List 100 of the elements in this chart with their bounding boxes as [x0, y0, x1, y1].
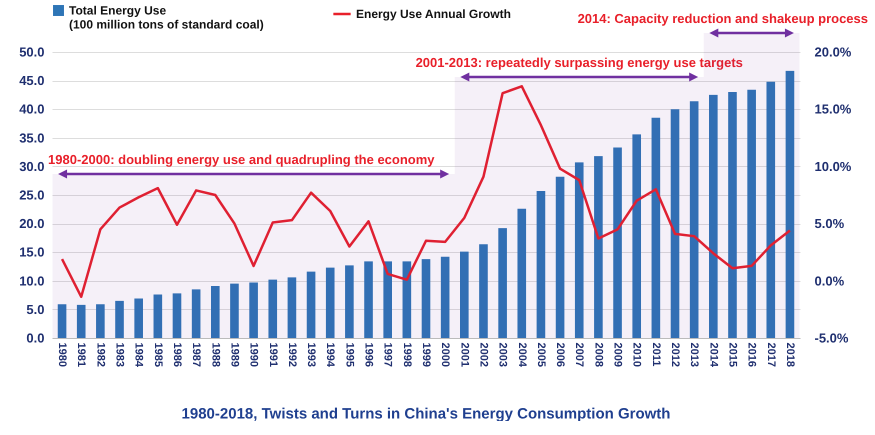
y2-tick-label: 5.0%: [814, 216, 845, 232]
x-tick-label: 1988: [209, 342, 222, 367]
y-tick-label: 0.0: [26, 330, 44, 346]
bar: [460, 252, 469, 338]
bar: [115, 300, 124, 338]
bar: [574, 162, 584, 338]
x-tick-label: 1983: [114, 342, 126, 367]
bar: [690, 101, 698, 338]
x-tick-label: 1996: [362, 342, 375, 367]
bar: [479, 244, 488, 338]
y-tick-label: 25.0: [19, 188, 44, 202]
x-tick-label: 2000: [439, 342, 452, 367]
bar: [345, 265, 354, 338]
bar: [192, 289, 200, 338]
bar: [556, 176, 564, 338]
x-tick-label: 1993: [305, 342, 318, 367]
x-tick-label: 1990: [248, 342, 260, 367]
x-tick-label: 2012: [669, 342, 682, 367]
bar: [326, 268, 335, 338]
y2-tick-label: 0.0%: [814, 273, 845, 288]
bar: [154, 294, 162, 338]
x-tick-label: 1989: [228, 342, 240, 367]
x-tick-label: 1999: [420, 342, 432, 367]
bar: [594, 156, 603, 338]
bar: [498, 228, 507, 338]
x-tick-label: 1986: [170, 342, 183, 367]
bar: [422, 259, 430, 338]
y-tick-label: 45.0: [19, 73, 44, 88]
x-tick-label: 2004: [516, 342, 528, 368]
x-tick-label: 2010: [630, 342, 643, 367]
bar: [536, 190, 546, 338]
x-tick-label: 2007: [573, 342, 586, 367]
y-tick-label: 35.0: [19, 130, 44, 146]
y-tick-label: 30.0: [19, 158, 44, 174]
x-tick-label: 1995: [343, 342, 356, 367]
legend-label: Total Energy Use (100 million tons of standard coal): [69, 4, 264, 32]
x-tick-label: 1980: [56, 342, 68, 367]
bar: [613, 148, 622, 338]
y2-tick-label: 10.0%: [814, 158, 852, 174]
bar: [288, 277, 296, 338]
bar: [709, 94, 718, 338]
y2-tick-label: -5.0%: [814, 330, 849, 346]
x-tick-label: 2015: [726, 342, 738, 367]
bar: [364, 261, 373, 338]
bar: [230, 284, 239, 338]
bar: [766, 82, 776, 338]
x-tick-label: 2016: [746, 342, 758, 367]
y-tick-label: 15.0: [19, 244, 44, 260]
x-tick-label: 1994: [324, 342, 336, 368]
bar: [96, 304, 105, 338]
x-tick-label: 1997: [382, 342, 394, 367]
y-tick-label: 20.0: [19, 216, 44, 232]
bar: [670, 109, 680, 338]
x-tick-label: 1991: [266, 342, 279, 367]
x-tick-label: 1981: [75, 342, 88, 367]
x-tick-label: 1985: [152, 342, 164, 367]
x-tick-label: 1987: [190, 342, 202, 367]
bar: [76, 304, 86, 338]
bar: [172, 293, 182, 338]
x-tick-label: 2011: [650, 342, 662, 366]
x-tick-label: 2005: [534, 342, 547, 367]
y-tick-label: 50.0: [19, 44, 44, 60]
bar: [517, 208, 526, 338]
y2-tick-label: 20.0%: [814, 44, 852, 60]
bar: [210, 286, 220, 338]
x-tick-label: 2008: [592, 342, 604, 367]
x-tick-label: 2001: [458, 342, 470, 367]
x-tick-label: 2014: [707, 342, 720, 368]
x-tick-label: 2002: [477, 342, 490, 367]
y2-tick-label: 15.0%: [814, 102, 852, 117]
bar: [268, 280, 278, 338]
band-label: 1980-2000: doubling energy use and quadrupling the economy: [48, 152, 436, 167]
bar: [440, 256, 450, 338]
bar: [652, 118, 660, 338]
bar: [747, 90, 756, 338]
bar: [786, 70, 794, 338]
bar: [728, 92, 737, 338]
y-tick-label: 40.0: [19, 102, 44, 117]
bar: [402, 261, 412, 338]
legend-label: Energy Use Annual Growth: [356, 7, 511, 21]
x-tick-label: 2018: [784, 342, 796, 367]
x-tick-label: 1982: [94, 342, 106, 367]
band-label: 2001-2013: repeatedly surpassing energy use targets: [416, 55, 743, 70]
x-tick-label: 1984: [132, 342, 145, 368]
band-label: 2014: Capacity reduction and shakeup process: [578, 11, 868, 26]
x-tick-label: 2003: [496, 342, 509, 367]
bar: [58, 304, 66, 338]
y-tick-label: 5.0: [26, 302, 44, 317]
bar: [249, 282, 258, 338]
x-tick-label: 1992: [286, 342, 298, 367]
x-tick-label: 2017: [764, 342, 777, 367]
bar: [383, 261, 392, 338]
y-tick-label: 10.0: [19, 273, 44, 288]
x-tick-label: 1998: [400, 342, 413, 367]
bar: [632, 134, 642, 338]
bar: [134, 298, 143, 338]
x-tick-label: 2006: [554, 342, 566, 367]
bar: [306, 272, 316, 338]
x-tick-label: 2013: [688, 342, 700, 367]
x-tick-label: 2009: [612, 342, 624, 367]
